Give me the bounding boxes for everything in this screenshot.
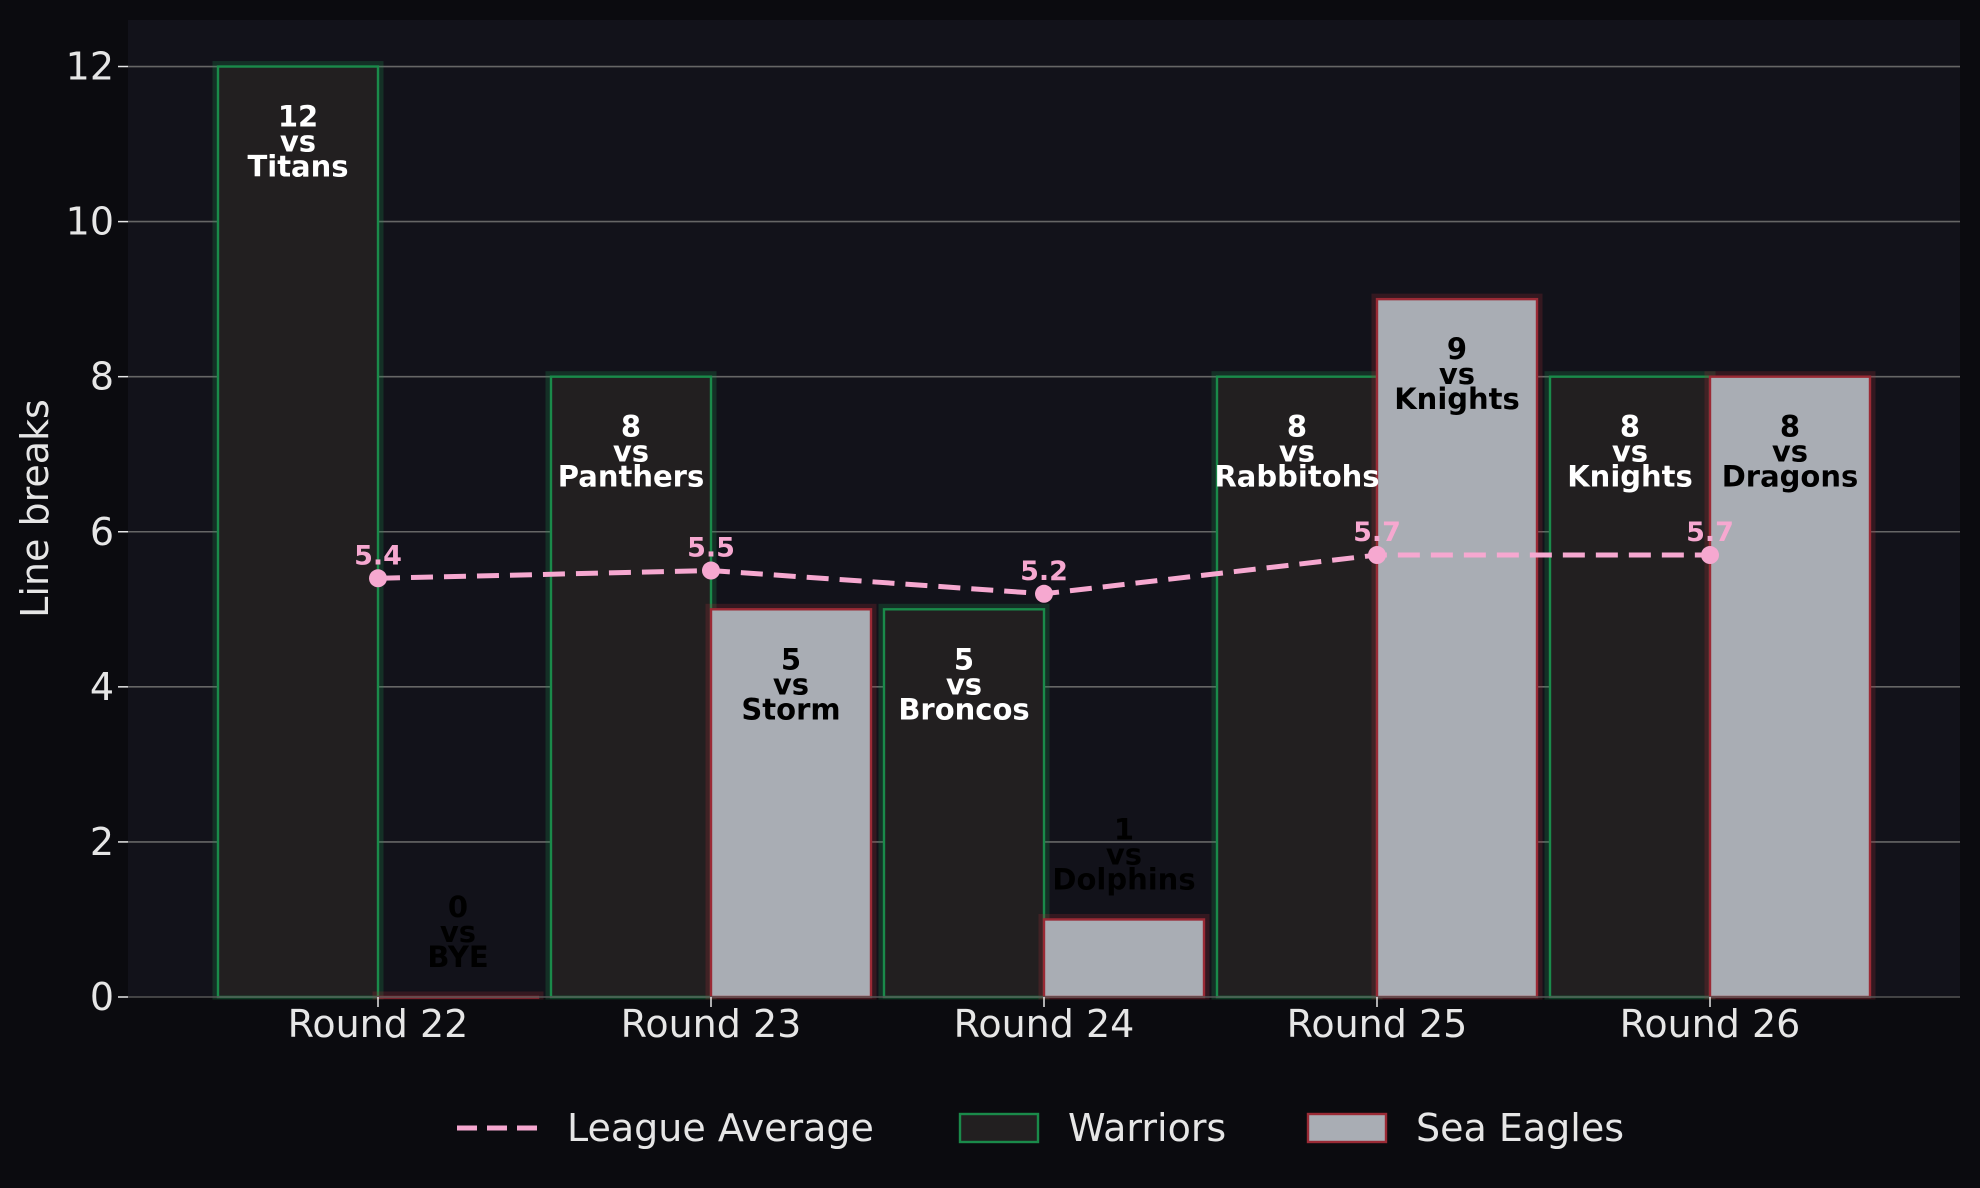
average-point — [702, 561, 720, 580]
x-tick-label: Round 25 — [1287, 1002, 1468, 1046]
bar-value-label: 5 vs Storm — [741, 642, 840, 726]
vs-text: vs — [1279, 435, 1315, 469]
bar-value: 8 — [1620, 410, 1640, 444]
opponent-name: Broncos — [898, 692, 1029, 726]
opponent-name: Knights — [1567, 460, 1693, 494]
y-tick-label: 0 — [90, 975, 114, 1019]
legend: League Average Warriors Sea Eagles — [457, 1106, 1624, 1150]
bar-value-label: 8 vs Panthers — [558, 410, 704, 494]
x-tick-label: Round 24 — [954, 1002, 1135, 1046]
y-tick-label: 12 — [66, 45, 114, 89]
y-tick-label: 8 — [90, 355, 114, 399]
vs-text: vs — [613, 435, 649, 469]
bar-value-label: 0 vs BYE — [427, 890, 488, 974]
opponent-name: Rabbitohs — [1214, 460, 1379, 494]
bar-value: 8 — [621, 410, 641, 444]
bar-value-label: 12 vs Titans — [247, 100, 348, 184]
vs-text: vs — [440, 915, 476, 949]
opponent-name: Titans — [247, 150, 348, 184]
average-value-label: 5.5 — [687, 533, 735, 564]
warriors-bar — [549, 375, 713, 999]
average-point — [1701, 546, 1719, 565]
warriors-bar — [1548, 375, 1712, 999]
legend-warriors-label: Warriors — [1068, 1106, 1226, 1150]
legend-league-average-label: League Average — [567, 1106, 874, 1150]
bar-value: 12 — [278, 100, 318, 134]
x-tick-label: Round 26 — [1620, 1002, 1801, 1046]
vs-text: vs — [280, 125, 316, 159]
average-value-label: 5.7 — [1353, 517, 1401, 548]
bar-value: 0 — [448, 890, 468, 924]
vs-text: vs — [1772, 435, 1808, 469]
opponent-name: Storm — [741, 692, 840, 726]
y-tick-label: 4 — [90, 665, 114, 709]
opponent-name: Panthers — [558, 460, 704, 494]
bar-value: 8 — [1780, 410, 1800, 444]
bar-value: 5 — [954, 642, 974, 676]
sea-eagles-bar — [1708, 375, 1872, 999]
opponent-name: BYE — [427, 940, 488, 974]
bar-value: 1 — [1114, 812, 1134, 846]
y-tick-label: 6 — [90, 510, 114, 554]
bar-value-label: 8 vs Rabbitohs — [1214, 410, 1379, 494]
average-value-label: 5.7 — [1686, 517, 1734, 548]
vs-text: vs — [1439, 357, 1475, 391]
bar-value-label: 5 vs Broncos — [898, 642, 1029, 726]
bar-value-label: 1 vs Dolphins — [1052, 812, 1195, 896]
x-tick-label: Round 22 — [288, 1002, 469, 1046]
warriors-bar — [216, 65, 380, 999]
bar-value: 8 — [1287, 410, 1307, 444]
vs-text: vs — [773, 667, 809, 701]
bar-value-label: 9 vs Knights — [1394, 332, 1520, 416]
legend-warriors-swatch — [958, 1112, 1040, 1144]
bar-value: 9 — [1447, 332, 1467, 366]
league-average-line: 5.4 5.5 5.2 5.7 5.7 — [354, 517, 1734, 603]
average-point — [369, 569, 387, 588]
vs-text: vs — [1106, 837, 1142, 871]
legend-sea-eagles-swatch — [1306, 1112, 1388, 1144]
bars — [212, 61, 1876, 1000]
bar-value-label: 8 vs Dragons — [1722, 410, 1859, 494]
bar-value: 5 — [781, 642, 801, 676]
sea-eagles-bar — [709, 608, 873, 999]
warriors-bar — [1215, 375, 1379, 999]
opponent-name: Knights — [1394, 382, 1520, 416]
y-tick-label: 2 — [90, 820, 114, 864]
sea-eagles-bar — [1042, 918, 1206, 999]
y-tick-label: 10 — [66, 200, 114, 244]
average-value-label: 5.4 — [354, 540, 402, 571]
bar-value-label: 8 vs Knights — [1567, 410, 1693, 494]
average-point — [1368, 546, 1386, 565]
vs-text: vs — [946, 667, 982, 701]
average-value-label: 5.2 — [1020, 556, 1068, 587]
x-tick-label: Round 23 — [621, 1002, 802, 1046]
average-point — [1035, 584, 1053, 603]
opponent-name: Dolphins — [1052, 862, 1195, 896]
legend-sea-eagles-label: Sea Eagles — [1416, 1106, 1624, 1150]
vs-text: vs — [1612, 435, 1648, 469]
y-axis-label: Line breaks — [13, 399, 57, 618]
opponent-name: Dragons — [1722, 460, 1859, 494]
